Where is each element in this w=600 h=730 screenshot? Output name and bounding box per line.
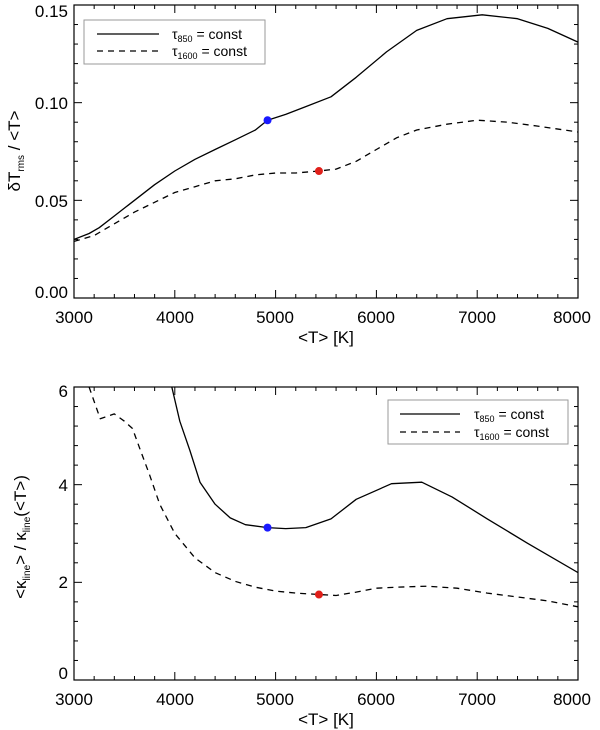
top-xtick-label: 5000 (256, 308, 294, 327)
top-ytick-label: 0.15 (35, 2, 68, 21)
bottom-xtick-label: 5000 (256, 690, 294, 709)
bottom-xtick-label: 6000 (357, 690, 395, 709)
top-legend-solid-label: τ850 = const (172, 26, 242, 44)
top-blue-point-marker (263, 116, 272, 125)
bottom-red-point-marker (314, 590, 323, 599)
bottom-legend-box (387, 399, 569, 445)
top-xtick-label: 3000 (55, 308, 93, 327)
top-panel: 3000 4000 5000 6000 7000 8000 0.00 0.05 … (5, 2, 591, 347)
top-xtick-label: 8000 (553, 308, 591, 327)
top-legend: τ850 = const τ1600 = const (83, 19, 266, 65)
bottom-xtick-label: 8000 (553, 690, 591, 709)
top-legend-box (83, 19, 266, 65)
bottom-ytick-label: 4 (59, 476, 68, 495)
bottom-xtick-label: 4000 (156, 690, 194, 709)
bottom-ytick-label: 0 (59, 664, 68, 683)
bottom-markers (263, 523, 323, 599)
bottom-solid-series-line (171, 387, 578, 574)
bottom-ytick-label: 6 (59, 382, 68, 401)
top-xtick-label: 6000 (357, 308, 395, 327)
top-ticks (73, 4, 579, 299)
bottom-legend-solid-label: τ850 = const (474, 406, 544, 424)
top-ytick-label: 0.05 (35, 192, 68, 211)
top-legend-dashed-label: τ1600 = const (172, 43, 247, 61)
top-markers (263, 116, 323, 176)
top-red-point-marker (314, 167, 323, 176)
bottom-legend-dashed-label: τ1600 = const (474, 424, 549, 442)
bottom-xtick-label: 3000 (55, 690, 93, 709)
bottom-legend: τ850 = const τ1600 = const (387, 399, 569, 445)
top-xtick-label: 7000 (458, 308, 496, 327)
top-dashed-series-line (74, 119, 578, 243)
top-plot-frame (73, 4, 579, 299)
bottom-yaxis-label: <κline> / κline(<T>) (11, 475, 33, 599)
bottom-plot-frame (73, 386, 579, 681)
top-ytick-label: 0.00 (35, 283, 68, 302)
bottom-ticks (73, 386, 579, 681)
bottom-xaxis-label: <T> [K] (298, 710, 354, 729)
bottom-ytick-label: 2 (59, 573, 68, 592)
bottom-blue-point-marker (263, 523, 272, 532)
bottom-panel: 3000 4000 5000 6000 7000 8000 0 2 4 6 <T… (11, 382, 591, 729)
top-yaxis-label: δTrms / <T> (5, 110, 27, 191)
top-ytick-label: 0.10 (35, 94, 68, 113)
top-xtick-label: 4000 (156, 308, 194, 327)
top-xaxis-label: <T> [K] (298, 328, 354, 347)
bottom-xtick-label: 7000 (458, 690, 496, 709)
bottom-lines (88, 387, 578, 608)
